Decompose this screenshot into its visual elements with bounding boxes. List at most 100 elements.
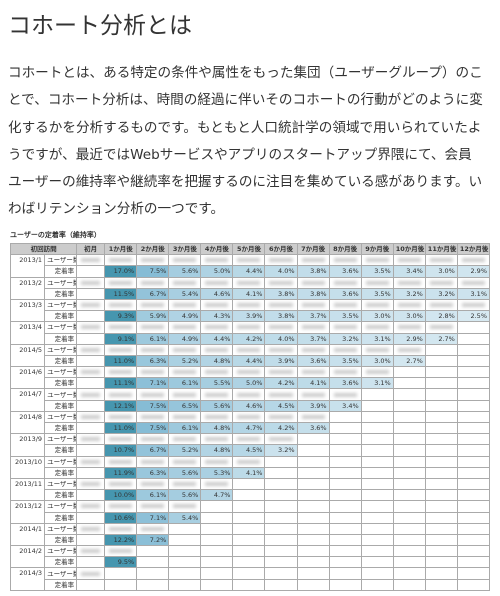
rate-cell	[136, 556, 170, 569]
rate-cell: 7.2%	[136, 533, 170, 547]
rate-cell: 7.1%	[136, 377, 170, 390]
rate-cell	[456, 332, 491, 345]
users-cell	[168, 500, 202, 513]
users-cell	[296, 298, 330, 312]
header-cell: 9か月後	[360, 242, 394, 256]
users-cell	[168, 321, 202, 334]
rate-cell: 4.2%	[264, 377, 298, 390]
users-cell	[232, 545, 266, 558]
rate-cell	[392, 533, 426, 547]
rate-cell	[360, 578, 394, 591]
rate-cell	[232, 511, 266, 524]
users-cell	[296, 567, 330, 580]
users-cell	[264, 388, 298, 401]
users-cell	[456, 433, 491, 446]
rate-cell	[456, 444, 491, 457]
rate-row: 定着率 11.0% 6.3% 5.2% 4.8% 4.4% 3.9% 3.6% 3.5% 3.0%…	[11, 354, 491, 368]
row-label: ユーザー数	[44, 433, 78, 446]
cohort-table: 初回訪問 初月 1か月後 2か月後 3か月後 4か月後 5か月後 6か月後 7か月後 8か月後 9か…	[9, 242, 491, 591]
rate-cell: 3.8%	[264, 310, 298, 323]
users-cell	[360, 545, 394, 558]
users-row: 2013/11 ユーザー数	[9, 477, 491, 502]
row-label: 定着率	[44, 377, 78, 390]
users-cell	[456, 343, 491, 356]
rate-cell: 3.5%	[328, 354, 362, 368]
rate-cell: 3.8%	[296, 265, 330, 278]
rate-cell	[296, 533, 330, 547]
rate-cell	[76, 466, 106, 479]
users-cell	[296, 545, 330, 558]
rate-cell	[296, 578, 330, 591]
rate-cell: 5.0%	[200, 265, 234, 278]
row-label: 定着率	[44, 466, 78, 479]
rate-cell	[168, 578, 202, 591]
rate-cell	[456, 556, 491, 569]
users-cell	[360, 433, 394, 446]
header-cell: 初月	[76, 242, 106, 256]
users-cell	[328, 321, 362, 334]
users-cell	[424, 321, 458, 334]
users-cell	[392, 455, 426, 468]
rate-cell	[456, 466, 491, 479]
rate-row: 定着率 9.5%	[11, 556, 491, 569]
rate-cell	[424, 511, 458, 524]
cohort-month: 2014/8	[9, 410, 46, 435]
rate-cell: 2.7%	[424, 332, 458, 345]
row-label: 定着率	[44, 310, 78, 323]
users-cell	[200, 410, 234, 424]
users-cell	[328, 254, 362, 267]
users-cell	[264, 276, 298, 289]
users-cell	[328, 477, 362, 491]
users-cell	[264, 343, 298, 356]
rate-cell: 5.2%	[168, 444, 202, 457]
rate-cell: 2.5%	[456, 310, 491, 323]
rate-cell	[76, 332, 106, 345]
header-cell: 8か月後	[328, 242, 362, 256]
rate-cell	[264, 533, 298, 547]
rate-cell	[264, 556, 298, 569]
cohort-month: 2013/10	[9, 455, 46, 479]
header-cell: 初回訪問	[9, 242, 78, 256]
rate-cell	[424, 578, 458, 591]
row-label: ユーザー数	[44, 321, 78, 334]
users-cell	[200, 298, 234, 312]
users-cell	[136, 254, 170, 267]
rate-cell	[104, 578, 138, 591]
users-cell	[76, 410, 106, 424]
users-cell	[168, 567, 202, 580]
rate-cell	[392, 556, 426, 569]
rate-cell: 4.1%	[296, 377, 330, 390]
rate-cell: 4.4%	[232, 354, 266, 368]
users-cell	[76, 254, 106, 267]
rate-cell: 5.9%	[136, 310, 170, 323]
rate-cell	[360, 466, 394, 479]
rate-cell: 3.7%	[296, 310, 330, 323]
rate-cell	[424, 489, 458, 502]
users-cell	[456, 321, 491, 334]
rate-cell	[424, 556, 458, 569]
users-cell	[200, 545, 234, 558]
users-cell	[328, 388, 362, 401]
rate-cell	[360, 421, 394, 435]
users-row: 2013/4 ユーザー数	[9, 321, 491, 345]
row-label: ユーザー数	[44, 545, 78, 558]
rate-cell	[360, 556, 394, 569]
rate-cell	[76, 399, 106, 412]
users-cell	[232, 477, 266, 491]
users-row: 2013/9 ユーザー数	[9, 433, 491, 457]
users-cell	[104, 522, 138, 535]
table-title: ユーザーの定着率（維持率）	[10, 231, 101, 239]
users-cell	[456, 545, 491, 558]
rate-cell	[456, 354, 491, 368]
rate-cell	[328, 466, 362, 479]
users-cell	[168, 298, 202, 312]
text-line: 化するかを分析するものです。もともと人口統計学の領域で用いられていたよ	[8, 119, 482, 136]
rate-cell	[360, 533, 394, 547]
users-cell	[392, 276, 426, 289]
users-cell	[296, 455, 330, 468]
rate-cell	[296, 466, 330, 479]
users-cell	[424, 410, 458, 424]
header-cell: 10か月後	[392, 242, 426, 256]
cohort-month: 2013/3	[9, 298, 46, 323]
rate-cell	[76, 533, 106, 547]
